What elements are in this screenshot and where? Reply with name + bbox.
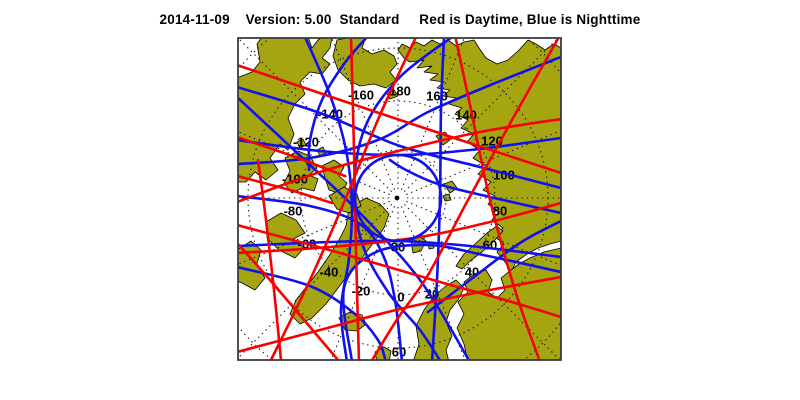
landmass <box>296 138 307 149</box>
plot-title: 2014-11-09 Version: 5.00 Standard Red is… <box>159 12 641 27</box>
satellite-track-day <box>238 223 561 319</box>
longitude-label: 160 <box>426 89 448 104</box>
longitude-label: 180 <box>389 84 411 99</box>
landmass <box>442 193 452 202</box>
longitude-label: 0 <box>397 290 404 305</box>
landmass <box>332 38 398 89</box>
longitude-label: 80 <box>493 204 507 219</box>
label-layer: 180-160 160-140 140-120 120-100 100-80 80-60 6… <box>282 84 515 360</box>
longitude-label: -120 <box>293 135 319 150</box>
satellite-track-night <box>238 85 561 190</box>
latitude-circle <box>247 47 549 349</box>
satellite-track-day <box>238 174 334 205</box>
orbit-envelope-ring <box>353 153 443 243</box>
satellite-track-day <box>454 38 541 360</box>
longitude-label: 60 <box>483 238 497 253</box>
longitude-label: -80 <box>284 204 303 219</box>
latitude-circle <box>349 149 447 247</box>
longitude-label: -40 <box>320 265 339 280</box>
satellite-track-day <box>238 275 561 354</box>
satellite-track-day <box>269 38 417 360</box>
satellite-track-day <box>256 158 283 360</box>
longitude-label: -160 <box>348 88 374 103</box>
satellite-track-day <box>238 135 347 178</box>
map-frame <box>237 37 562 361</box>
satellite-track-day <box>370 38 560 360</box>
longitude-label: -20 <box>352 284 371 299</box>
map-contents: 180-160 160-140 140-120 120-100 100-80 80-60 6… <box>238 38 561 360</box>
pole-marker <box>394 195 400 201</box>
satellite-track-night <box>238 96 471 360</box>
satellite-track-day <box>238 63 561 175</box>
satellite-track-day <box>238 201 561 255</box>
track-layer <box>238 38 561 360</box>
latitude-label: 60 <box>392 345 406 360</box>
